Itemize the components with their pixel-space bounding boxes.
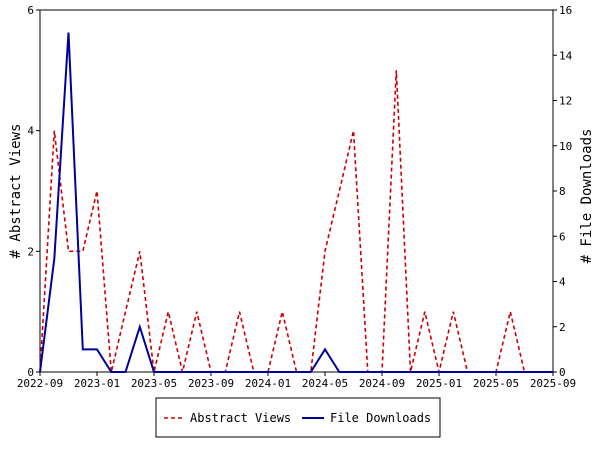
left-y-axis: 0 2 4 6: [27, 4, 40, 379]
series-line-file-downloads: [39, 32, 553, 373]
x-tick-label: 2024-01: [245, 377, 291, 390]
left-y-tick-label: 0: [27, 366, 34, 379]
right-y-tick-label: 2: [559, 321, 566, 334]
series-layer: [39, 32, 553, 373]
x-tick-label: 2024-05: [302, 377, 348, 390]
x-tick-label: 2025-09: [530, 377, 576, 390]
right-y-tick-label: 10: [559, 140, 572, 153]
right-y-tick-label: 4: [559, 276, 566, 289]
left-y-tick-label: 2: [27, 245, 34, 258]
legend-label-file-downloads: File Downloads: [330, 411, 431, 425]
right-y-tick-label: 6: [559, 230, 566, 243]
x-tick-label: 2022-09: [17, 377, 63, 390]
x-axis: 2022-09 2023-01 2023-05 2023-09 2024-01 2024-…: [17, 372, 576, 390]
x-tick-label: 2024-09: [359, 377, 405, 390]
x-tick-label: 2025-01: [416, 377, 462, 390]
left-y-tick-label: 4: [27, 125, 34, 138]
right-y-tick-label: 14: [559, 49, 573, 62]
right-y-tick-label: 12: [559, 95, 572, 108]
left-y-tick-label: 6: [27, 4, 34, 17]
x-tick-label: 2023-01: [74, 377, 120, 390]
right-axis-title: # File Downloads: [579, 129, 595, 264]
x-tick-label: 2025-05: [473, 377, 519, 390]
legend: Abstract Views File Downloads: [155, 397, 441, 438]
x-tick-label: 2023-09: [188, 377, 234, 390]
right-y-tick-label: 16: [559, 4, 572, 17]
right-y-axis: 0 2 4 6 8 10 12 14 16: [553, 4, 573, 379]
right-y-tick-label: 8: [559, 185, 566, 198]
left-axis-title: # Abstract Views: [8, 124, 24, 259]
x-tick-label: 2023-05: [131, 377, 177, 390]
legend-box: [155, 397, 441, 438]
plot-area: [39, 9, 554, 373]
legend-label-abstract-views: Abstract Views: [190, 411, 291, 425]
right-y-tick-label: 0: [559, 366, 566, 379]
